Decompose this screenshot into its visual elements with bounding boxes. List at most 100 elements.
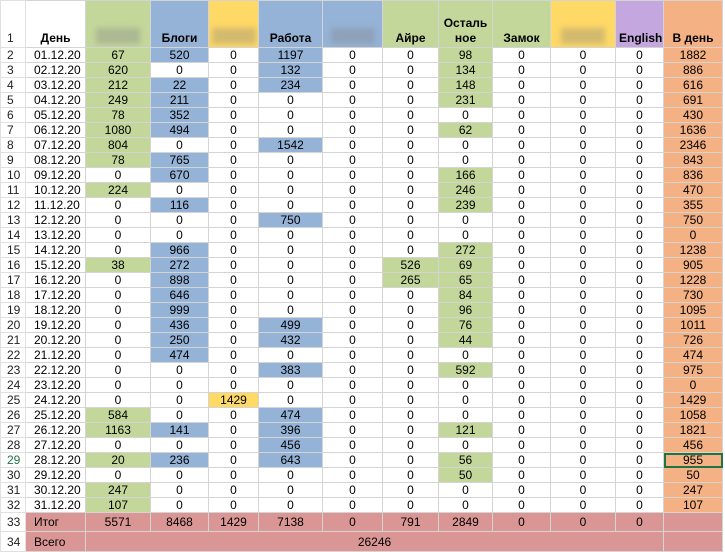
grand-total-label: Всего bbox=[25, 531, 86, 552]
value-cell: 0 bbox=[550, 212, 616, 228]
value-cell: 1011 bbox=[663, 317, 723, 333]
value-cell: 620 bbox=[85, 62, 151, 78]
value-cell: 0 bbox=[492, 227, 551, 243]
data-row: 27 26.12.20 1163 141 0 396 0 0 121 0 0 0 1821 bbox=[0, 422, 723, 438]
value-cell: 0 bbox=[208, 242, 259, 258]
value-cell: 0 bbox=[382, 452, 439, 468]
data-row: 26 25.12.20 584 0 0 474 0 0 0 0 0 0 1058 bbox=[0, 407, 723, 423]
value-cell: 0 bbox=[382, 47, 439, 63]
value-cell: 0 bbox=[615, 92, 664, 108]
value-cell: 272 bbox=[150, 257, 209, 273]
value-cell: 0 bbox=[615, 107, 664, 123]
date-cell: 04.12.20 bbox=[25, 92, 86, 108]
value-cell: 0 bbox=[208, 497, 259, 513]
value-cell: 0 bbox=[322, 92, 383, 108]
value-cell: 0 bbox=[615, 227, 664, 243]
value-cell: 0 bbox=[550, 167, 616, 183]
value-cell: 96 bbox=[438, 302, 493, 318]
value-cell: 0 bbox=[615, 182, 664, 198]
value-cell: 616 bbox=[663, 77, 723, 93]
value-cell: 247 bbox=[85, 482, 151, 498]
value-cell: 0 bbox=[208, 272, 259, 288]
date-cell: 07.12.20 bbox=[25, 137, 86, 153]
data-row: 11 10.12.20 224 0 0 0 0 0 246 0 0 0 470 bbox=[0, 182, 723, 198]
data-row: 12 11.12.20 0 116 0 0 0 0 239 0 0 0 355 bbox=[0, 197, 723, 213]
value-cell: 0 bbox=[550, 362, 616, 378]
value-cell: 0 bbox=[150, 482, 209, 498]
value-cell: 0 bbox=[208, 302, 259, 318]
value-cell: 0 bbox=[85, 197, 151, 213]
value-cell: 0 bbox=[615, 482, 664, 498]
value-cell: 0 bbox=[438, 227, 493, 243]
value-cell: 0 bbox=[382, 92, 439, 108]
value-cell: 474 bbox=[258, 407, 323, 423]
value-cell: 0 bbox=[382, 107, 439, 123]
value-cell: 0 bbox=[208, 362, 259, 378]
date-cell: 03.12.20 bbox=[25, 77, 86, 93]
value-cell: 134 bbox=[438, 62, 493, 78]
value-cell: 20 bbox=[85, 452, 151, 468]
total-cell: 0 bbox=[550, 512, 616, 532]
value-cell: 0 bbox=[85, 167, 151, 183]
value-cell: 0 bbox=[322, 47, 383, 63]
row-number: 3 bbox=[0, 62, 26, 78]
value-cell: 0 bbox=[258, 92, 323, 108]
grand-total-row: 34 Всего 26246 bbox=[0, 531, 723, 552]
row-number: 29 bbox=[0, 452, 26, 468]
value-cell: 0 bbox=[258, 242, 323, 258]
data-row: 30 29.12.20 0 0 0 0 0 0 50 0 0 0 50 bbox=[0, 467, 723, 483]
value-cell: 0 bbox=[382, 62, 439, 78]
value-cell: 0 bbox=[322, 122, 383, 138]
value-cell: 0 bbox=[322, 362, 383, 378]
value-cell: 0 bbox=[550, 257, 616, 273]
blurred-label bbox=[561, 28, 605, 44]
value-cell: 0 bbox=[382, 422, 439, 438]
total-cell: 1429 bbox=[208, 512, 259, 532]
value-cell: 0 bbox=[382, 287, 439, 303]
date-cell: 30.12.20 bbox=[25, 482, 86, 498]
value-cell: 236 bbox=[150, 452, 209, 468]
value-cell: 0 bbox=[208, 347, 259, 363]
value-cell: 0 bbox=[382, 197, 439, 213]
value-cell: 0 bbox=[615, 197, 664, 213]
value-cell: 0 bbox=[322, 242, 383, 258]
row-number: 6 bbox=[0, 107, 26, 123]
value-cell: 470 bbox=[663, 182, 723, 198]
value-cell: 0 bbox=[550, 452, 616, 468]
value-cell: 0 bbox=[550, 422, 616, 438]
value-cell: 0 bbox=[258, 272, 323, 288]
value-cell: 0 bbox=[208, 182, 259, 198]
value-cell: 0 bbox=[208, 77, 259, 93]
value-cell: 0 bbox=[322, 62, 383, 78]
value-cell: 0 bbox=[150, 377, 209, 393]
row-number: 18 bbox=[0, 287, 26, 303]
data-row: 15 14.12.20 0 966 0 0 0 0 272 0 0 0 1238 bbox=[0, 242, 723, 258]
value-cell: 0 bbox=[322, 482, 383, 498]
value-cell: 1080 bbox=[85, 122, 151, 138]
value-cell: 765 bbox=[150, 152, 209, 168]
row-number: 20 bbox=[0, 317, 26, 333]
value-cell: 0 bbox=[550, 92, 616, 108]
value-cell: 246 bbox=[438, 182, 493, 198]
value-cell: 0 bbox=[615, 332, 664, 348]
value-cell: 0 bbox=[550, 482, 616, 498]
value-cell: 0 bbox=[382, 212, 439, 228]
value-cell: 0 bbox=[208, 377, 259, 393]
column-header: День bbox=[25, 0, 86, 48]
value-cell: 584 bbox=[85, 407, 151, 423]
value-cell: 843 bbox=[663, 152, 723, 168]
value-cell: 78 bbox=[85, 107, 151, 123]
value-cell: 0 bbox=[550, 437, 616, 453]
total-cell: 0 bbox=[492, 512, 551, 532]
value-cell: 0 bbox=[492, 122, 551, 138]
value-cell: 0 bbox=[85, 242, 151, 258]
value-cell: 116 bbox=[150, 197, 209, 213]
value-cell: 211 bbox=[150, 92, 209, 108]
value-cell: 0 bbox=[322, 467, 383, 483]
value-cell: 0 bbox=[382, 152, 439, 168]
value-cell: 0 bbox=[615, 62, 664, 78]
value-cell: 0 bbox=[258, 167, 323, 183]
value-cell: 526 bbox=[382, 257, 439, 273]
value-cell: 0 bbox=[322, 197, 383, 213]
